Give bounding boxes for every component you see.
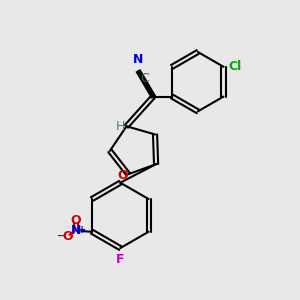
Text: O: O <box>118 169 128 182</box>
Text: H: H <box>115 120 124 133</box>
Text: C: C <box>140 72 148 85</box>
Text: O: O <box>62 230 73 243</box>
Text: Cl: Cl <box>228 60 241 73</box>
Text: N: N <box>70 224 81 237</box>
Text: N: N <box>133 53 144 66</box>
Text: +: + <box>78 225 86 235</box>
Text: F: F <box>116 253 124 266</box>
Text: −: − <box>57 231 65 241</box>
Text: O: O <box>70 214 81 227</box>
